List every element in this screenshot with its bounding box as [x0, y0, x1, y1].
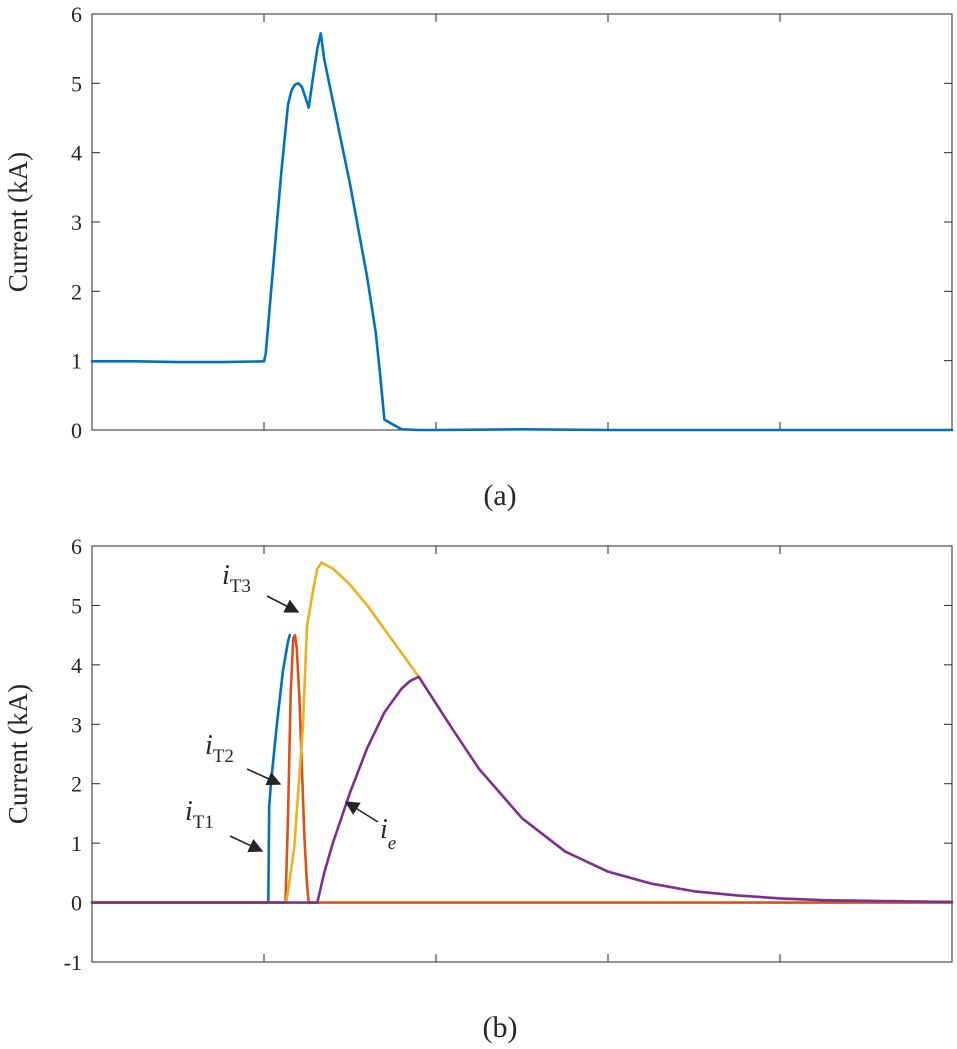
annotation-iT1-sub: T1 — [193, 812, 214, 833]
panel-b-series-it1 — [90, 633, 292, 904]
panel-b-ytick-label-7: 6 — [71, 534, 82, 559]
svg-text:ie: ie — [380, 814, 396, 854]
annotation-iT1-arrow — [229, 835, 264, 853]
panel-b-ytick-label-0: -1 — [64, 950, 82, 975]
annotation-iT3-main: i — [222, 560, 230, 591]
panel-b-ytick-label-3: 2 — [71, 772, 82, 797]
annotation-iT2-sub: T2 — [213, 746, 234, 767]
panel-a-ytick-label-3: 3 — [71, 210, 82, 235]
panel-b-series-it3 — [90, 561, 421, 904]
annotation-ie-arrow — [344, 801, 379, 823]
annotation-iT3-arrow — [266, 595, 300, 613]
panel-b-caption: (b) — [483, 1011, 518, 1044]
panel-a-ticks: 0 1 2 3 4 5 6 — [71, 2, 952, 443]
panel-a-ytick-label-5: 5 — [71, 71, 82, 96]
panel-a-lines — [90, 32, 954, 432]
panel-b-ylabel: Current (kA) — [3, 684, 33, 824]
svg-text:iT2: iT2 — [205, 730, 234, 767]
annotation-ie: ie — [344, 801, 396, 854]
svg-text:iT3: iT3 — [222, 560, 251, 597]
annotation-iT1-main: i — [185, 796, 193, 827]
panel-a-ytick-label-4: 4 — [71, 141, 82, 166]
panel-a-ytick-label-1: 1 — [71, 349, 82, 374]
panel-b-ticks: -1 0 1 2 3 4 5 6 — [64, 534, 952, 975]
panel-a-ylabel: Current (kA) — [3, 152, 33, 292]
annotation-iT3: iT3 — [222, 560, 300, 613]
svg-text:iT1: iT1 — [185, 796, 214, 833]
panel-b-ytick-label-4: 3 — [71, 712, 82, 737]
annotation-iT2-main: i — [205, 730, 213, 761]
panel-b-ytick-label-6: 5 — [71, 593, 82, 618]
panel-b-ytick-label-5: 4 — [71, 653, 82, 678]
panel-b-lines — [90, 561, 954, 904]
annotation-iT2: iT2 — [205, 730, 282, 786]
panel-a-series-total-current — [90, 32, 954, 432]
panel-b-ytick-label-1: 0 — [71, 891, 82, 916]
panel-a-plot-area — [91, 13, 953, 431]
panel-a: 0 1 2 3 4 5 6 Current (kA) (a) — [3, 2, 954, 512]
annotation-iT1: iT1 — [185, 796, 264, 853]
panel-a-ytick-label-0: 0 — [71, 418, 82, 443]
annotation-ie-main: i — [380, 814, 388, 845]
panel-a-caption: (a) — [483, 479, 516, 512]
panel-b-series-it2 — [90, 633, 954, 904]
annotation-iT3-sub: T3 — [230, 576, 251, 597]
panel-b-ytick-label-2: 1 — [71, 831, 82, 856]
panel-a-ytick-label-6: 6 — [71, 2, 82, 27]
panel-a-ytick-label-2: 2 — [71, 279, 82, 304]
panel-b-plot-area — [91, 545, 953, 963]
annotation-ie-sub: e — [388, 833, 396, 854]
panel-b-series-ie — [90, 675, 954, 904]
annotation-iT2-arrow — [246, 768, 282, 786]
